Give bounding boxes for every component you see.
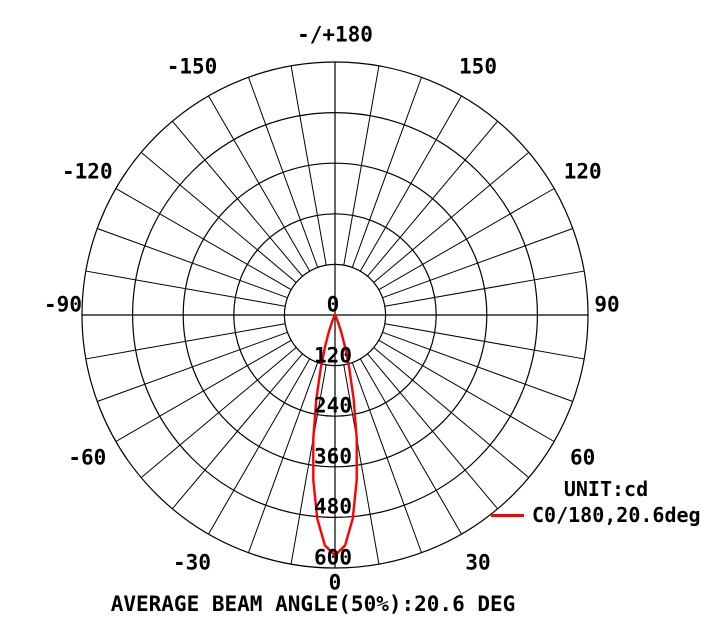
radial-label-360: 360: [314, 444, 352, 469]
angle-label-60: 60: [570, 445, 596, 470]
angle-label--90: -90: [44, 292, 82, 317]
legend: C0/180,20.6deg: [491, 503, 701, 527]
beam-angle-caption: AVERAGE BEAM ANGLE(50%):20.6 DEG: [110, 592, 516, 616]
radial-label-0: 0: [326, 292, 340, 317]
angle-label--60: -60: [68, 445, 107, 470]
radial-label-600: 600: [314, 545, 352, 570]
angle-label-180: -/+180: [297, 22, 373, 47]
radial-label-240: 240: [314, 393, 352, 418]
radial-label-480: 480: [314, 494, 352, 519]
unit-label: UNIT:cd: [563, 477, 649, 501]
angle-label--120: -120: [62, 159, 113, 184]
legend-series-label: C0/180,20.6deg: [532, 503, 701, 527]
legend-color-line-icon: [491, 513, 524, 517]
angle-label--150: -150: [166, 54, 218, 79]
angle-label-90: 90: [594, 292, 620, 317]
angle-label-0: 0: [328, 570, 342, 595]
radial-label-120: 120: [314, 343, 352, 368]
angle-label-120: 120: [563, 159, 602, 184]
angle-label-30: 30: [465, 550, 491, 575]
angle-label-150: 150: [459, 54, 497, 79]
angle-label--30: -30: [173, 550, 211, 575]
